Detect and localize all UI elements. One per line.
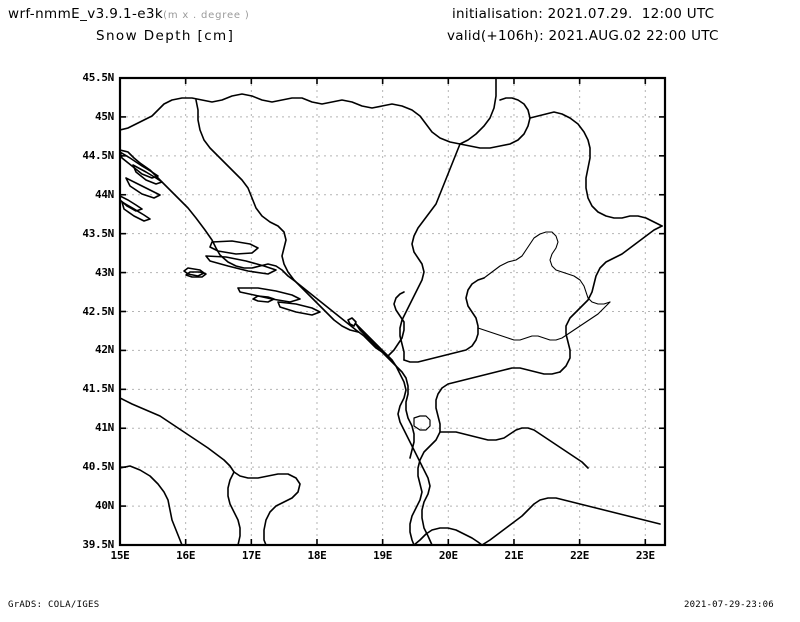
model-units-text: (m x . degree ) bbox=[163, 10, 250, 21]
y-axis-tick-label: 43N bbox=[95, 265, 114, 279]
x-axis-tick-label: 16E bbox=[176, 549, 196, 562]
y-axis-tick-label: 45N bbox=[95, 109, 114, 123]
field-title: Snow Depth [cm] bbox=[96, 28, 235, 44]
grads-credit: GrADS: COLA/IGES bbox=[8, 600, 100, 610]
x-axis-tick-label: 18E bbox=[307, 549, 327, 562]
x-axis-tick-label: 17E bbox=[241, 549, 261, 562]
y-axis-tick-label: 42.5N bbox=[82, 304, 114, 318]
y-axis-tick-label: 39.5N bbox=[82, 538, 114, 551]
axis-ticks bbox=[119, 77, 665, 546]
initialisation-line: initialisation: 2021.07.29. 12:00 UTC bbox=[452, 6, 715, 22]
x-axis-tick-label: 22E bbox=[570, 549, 590, 562]
y-axis-tick-label: 45.5N bbox=[82, 71, 114, 84]
y-axis-tick-label: 40.5N bbox=[82, 460, 114, 474]
y-axis-tick-label: 41.5N bbox=[82, 382, 114, 396]
x-axis-tick-label: 20E bbox=[438, 549, 458, 562]
y-axis-tick-label: 42N bbox=[95, 343, 114, 357]
x-axis-tick-label: 15E bbox=[110, 549, 130, 562]
x-axis-tick-label: 23E bbox=[635, 549, 655, 562]
x-axis-tick-label: 19E bbox=[373, 549, 393, 562]
model-title-text: wrf-nmmE_v3.9.1-e3k bbox=[8, 6, 164, 22]
geography-lines bbox=[120, 78, 663, 545]
y-axis-tick-label: 43.5N bbox=[82, 226, 114, 240]
x-axis-tick-label: 21E bbox=[504, 549, 524, 562]
render-timestamp: 2021-07-29-23:06 bbox=[684, 600, 774, 610]
y-axis-tick-label: 44N bbox=[95, 187, 114, 201]
model-title: wrf-nmmE_v3.9.1-e3k(m x . degree ) bbox=[8, 6, 250, 22]
y-axis-tick-label: 40N bbox=[95, 499, 114, 513]
y-axis-tick-label: 44.5N bbox=[82, 148, 114, 162]
y-axis-tick-label: 41N bbox=[95, 421, 114, 435]
grid-lines bbox=[120, 78, 665, 545]
valid-time-line: valid(+106h): 2021.AUG.02 22:00 UTC bbox=[447, 28, 719, 44]
